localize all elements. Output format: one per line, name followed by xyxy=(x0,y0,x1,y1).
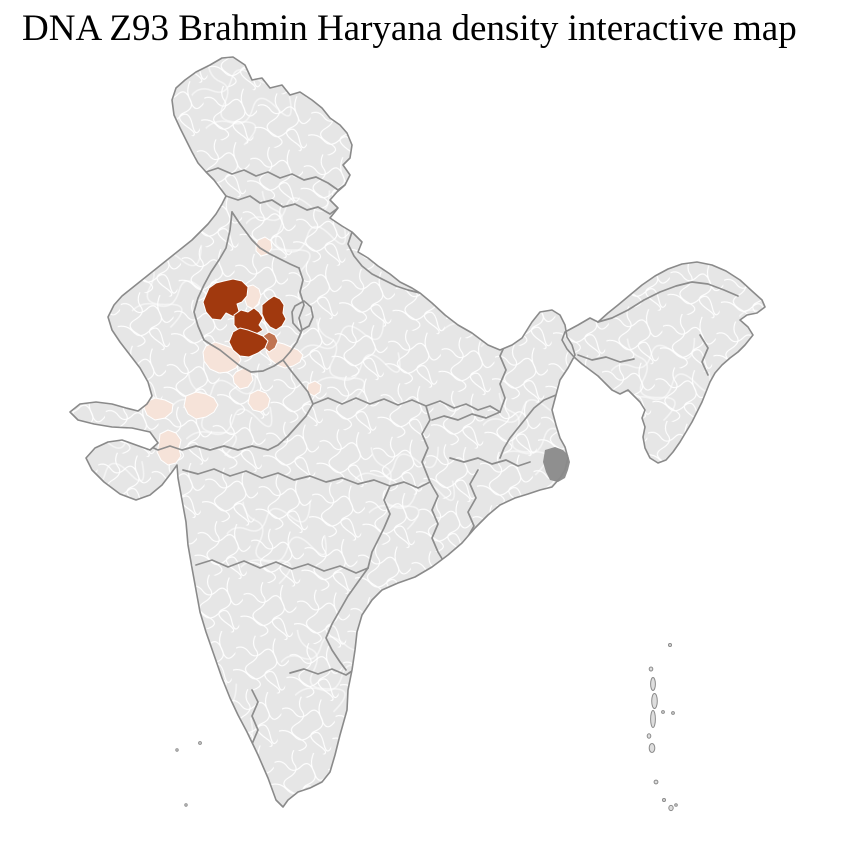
lakshadweep-islands[interactable] xyxy=(175,741,202,807)
district-low[interactable] xyxy=(156,429,182,466)
andaman-nicobar-islands[interactable] xyxy=(646,643,678,812)
district-high[interactable] xyxy=(261,295,287,331)
district-low[interactable] xyxy=(143,397,174,421)
district-low[interactable] xyxy=(183,391,219,420)
district-low[interactable] xyxy=(255,236,273,257)
district-high[interactable] xyxy=(202,278,249,321)
district-low[interactable] xyxy=(265,341,304,369)
district-high[interactable] xyxy=(228,327,269,358)
country-outline xyxy=(69,56,766,808)
district-low[interactable] xyxy=(202,341,242,374)
map-title: DNA Z93 Brahmin Haryana density interact… xyxy=(22,8,797,49)
district-low[interactable] xyxy=(247,389,271,413)
district-low[interactable] xyxy=(243,284,262,310)
low-density-districts[interactable] xyxy=(143,236,322,466)
high-density-districts[interactable] xyxy=(202,278,287,358)
